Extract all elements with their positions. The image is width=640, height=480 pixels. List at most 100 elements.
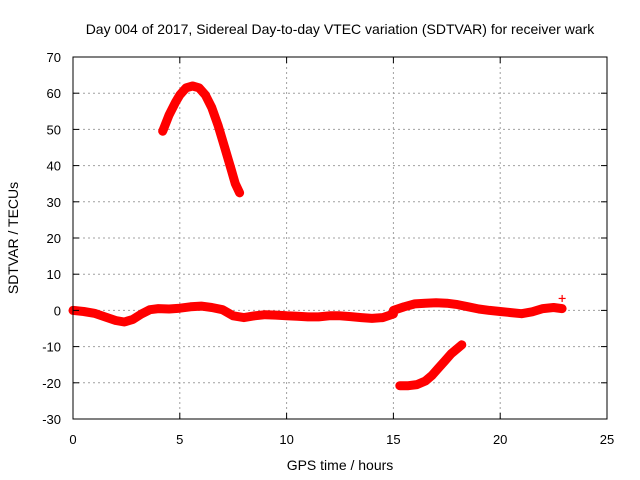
data-point [201,91,209,99]
data-point [400,303,408,311]
data-point [428,372,436,380]
series-segment-1 [158,81,245,198]
data-point [240,314,248,322]
data-point [421,299,429,307]
data-point [129,315,137,323]
data-point [443,299,451,307]
y-tick-label: 70 [47,50,61,65]
y-tick-label: 40 [47,159,61,174]
data-point [550,304,558,312]
data-point [186,303,194,311]
series-segment-4 [395,340,467,391]
data-point [404,382,412,390]
data-point [236,189,244,197]
data-point [208,304,216,312]
y-tick-label: 60 [47,86,61,101]
data-point [441,357,449,365]
data-point [453,344,461,352]
series-outlier [558,294,566,302]
y-axis-label: SDTVAR / TECUs [5,182,21,294]
data-point [421,377,429,385]
x-axis-label: GPS time / hours [287,457,394,473]
data-series [68,81,567,391]
data-point [447,350,455,358]
data-point [261,311,269,319]
x-tick-label: 25 [600,432,614,447]
data-point [172,98,180,106]
data-point [293,312,301,320]
data-point [189,82,197,90]
x-tick-label: 20 [493,432,507,447]
data-point [90,309,98,317]
data-point [221,144,229,151]
y-tick-label: 30 [47,195,61,210]
data-point [379,314,387,322]
data-point [176,304,184,312]
y-tick-label: -30 [42,412,61,427]
data-point [486,306,494,314]
data-point [137,310,145,318]
data-point [411,300,419,308]
data-point [159,127,167,135]
y-tick-label: 50 [47,122,61,137]
y-tick-label: 0 [54,303,61,318]
data-point [389,306,397,314]
data-point [475,305,483,313]
data-point [434,364,442,372]
series-segment-3 [388,298,567,319]
data-point [154,305,162,313]
data-point [80,307,88,315]
data-point [219,306,227,314]
data-point [347,313,355,321]
y-tick-label: 10 [47,267,61,282]
data-point [272,311,280,319]
data-point [528,308,536,316]
series-line [388,298,567,319]
x-tick-label: 0 [69,432,76,447]
data-point [507,309,515,317]
data-point [396,382,404,390]
data-point [539,305,547,313]
data-point [432,299,440,307]
data-point [195,84,203,92]
axis-ticks: 0 5 10 15 20 25 -30 -20 -10 0 10 20 30 40 50 60 70 [42,50,614,447]
data-point [146,306,154,314]
data-point [231,180,239,188]
data-point [197,302,205,310]
data-point [165,111,173,119]
data-point [336,312,344,320]
grid-lines [73,57,607,419]
data-point [112,317,120,325]
data-point [315,313,323,321]
data-point [518,310,526,318]
data-point [558,305,566,313]
series-line [395,340,467,391]
data-point [304,313,312,321]
chart-title: Day 004 of 2017, Sidereal Day-to-day VTE… [86,21,596,37]
data-point [176,91,184,99]
data-point [182,84,190,92]
data-point [413,381,421,389]
data-point [357,314,365,322]
data-point [558,294,566,302]
data-point [165,305,173,313]
data-point [227,165,235,173]
data-point [496,307,504,315]
data-point [251,312,259,320]
data-point [214,122,222,130]
data-point [464,303,472,311]
y-tick-label: -20 [42,376,61,391]
x-tick-label: 15 [386,432,400,447]
y-tick-label: -10 [42,340,61,355]
data-point [458,341,466,349]
data-point [368,314,376,322]
data-point [453,301,461,309]
y-tick-label: 20 [47,231,61,246]
data-point [208,104,216,112]
x-tick-label: 10 [279,432,293,447]
data-point [101,313,109,321]
x-tick-label: 5 [176,432,183,447]
data-point [229,312,237,320]
series-line [158,81,245,198]
